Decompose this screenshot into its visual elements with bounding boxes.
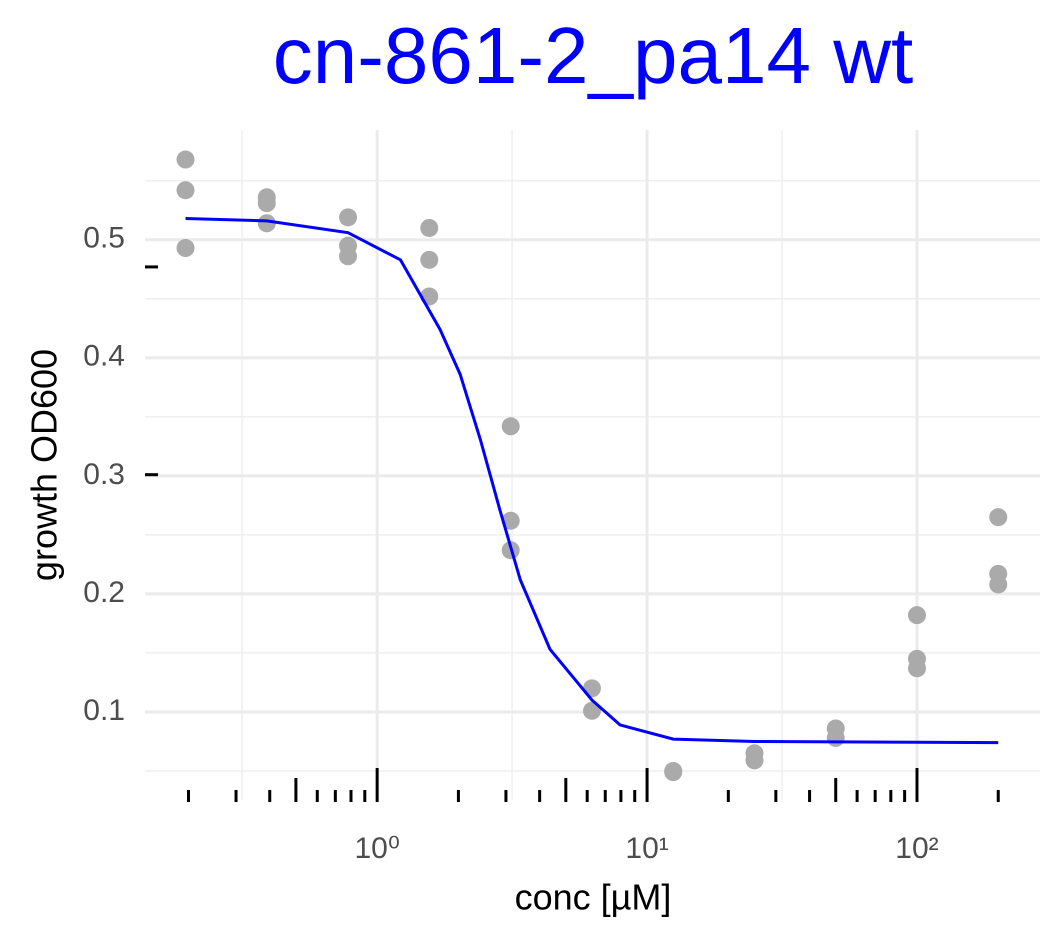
chart-title: cn-861-2_pa14 wt [273, 11, 913, 100]
data-point [989, 508, 1008, 527]
data-point [176, 239, 195, 258]
y-tick-label: 0.2 [83, 576, 125, 609]
y-axis-label: growth OD600 [24, 349, 65, 581]
x-tick-label: 10⁰ [354, 832, 399, 865]
y-tick-label: 0.5 [83, 222, 125, 255]
x-tick-label: 10¹ [625, 832, 668, 865]
fit-curve [185, 217, 999, 745]
data-point [339, 208, 358, 227]
data-point [989, 575, 1008, 594]
data-point [420, 250, 439, 269]
y-tick-label: 0.3 [83, 458, 125, 491]
data-point [257, 214, 276, 233]
data-point [176, 181, 195, 200]
data-point [907, 606, 926, 625]
data-point [664, 763, 683, 782]
y-tick-label: 0.4 [83, 340, 125, 373]
data-point [501, 511, 520, 530]
data-point [420, 218, 439, 237]
data-point [176, 150, 195, 169]
y-tick-label: 0.1 [83, 694, 125, 727]
data-point [501, 417, 520, 436]
x-axis-label: conc [µM] [515, 877, 672, 918]
x-tick-label: 10² [895, 832, 938, 865]
data-point [257, 194, 276, 213]
data-point [907, 659, 926, 678]
data-point [582, 701, 601, 720]
data-point [339, 247, 358, 266]
data-point [826, 728, 845, 747]
data-point [745, 751, 764, 770]
